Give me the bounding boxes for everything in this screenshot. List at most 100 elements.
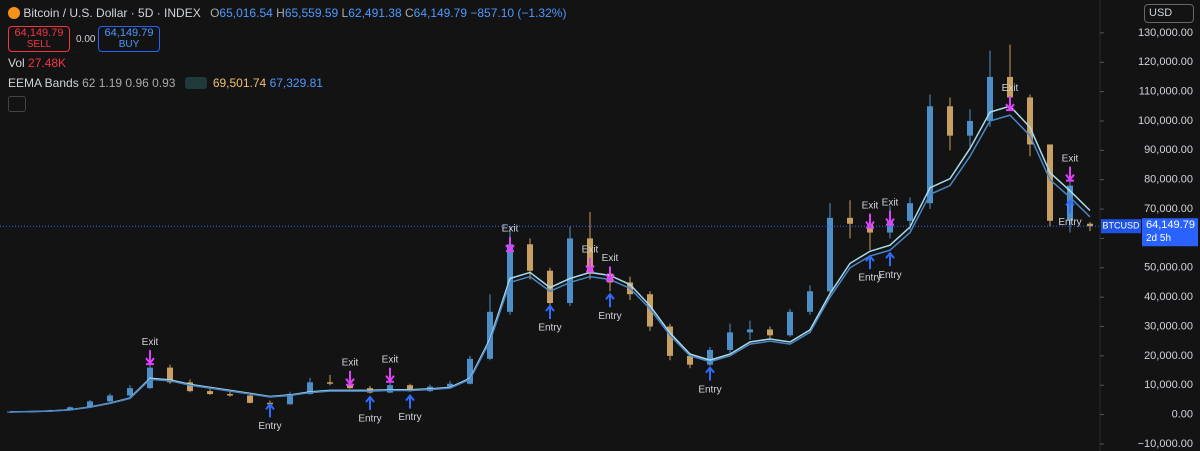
candle-body xyxy=(707,349,713,365)
sell-label: SELL xyxy=(26,39,52,50)
exit-arrow xyxy=(1005,96,1015,112)
ema-band xyxy=(9,114,1091,413)
candle-body xyxy=(387,385,393,393)
exit-label: Exit xyxy=(1062,153,1079,164)
candle-body xyxy=(207,391,213,395)
exit-label: Exit xyxy=(382,354,399,365)
exit-arrow xyxy=(385,367,395,383)
indicator-name: EEMA Bands xyxy=(8,76,79,90)
low-label: L xyxy=(341,6,349,20)
candle-body xyxy=(927,106,933,204)
exit-arrow xyxy=(585,257,595,273)
close: 64,149.79 xyxy=(413,6,468,20)
entry-arrow xyxy=(1065,198,1075,214)
entry-label: Entry xyxy=(598,311,621,322)
candle-body xyxy=(307,382,313,395)
high-label: H xyxy=(276,6,285,20)
candle-body xyxy=(167,367,173,383)
y-tick-label: 130,000.00 xyxy=(1138,27,1193,39)
indicator-legend: EEMA Bands 62 1.19 0.96 0.93 69,501.74 6… xyxy=(8,76,323,90)
entry-arrow xyxy=(365,395,375,411)
y-tick-label: 120,000.00 xyxy=(1138,56,1193,68)
candle-body xyxy=(247,395,253,403)
candle-body xyxy=(667,326,673,356)
candle-body xyxy=(987,76,993,121)
candle-body xyxy=(827,217,833,292)
symbol-label: BTCUSD xyxy=(1102,221,1140,231)
candle-body xyxy=(787,311,793,336)
exit-arrow xyxy=(885,210,895,226)
volume-legend: Vol 27.48K xyxy=(8,56,66,70)
indicator-lower: 67,329.81 xyxy=(269,76,323,90)
buy-label: BUY xyxy=(118,39,140,50)
candle-body xyxy=(767,329,773,336)
candle-body xyxy=(7,411,13,413)
y-tick-label: 100,000.00 xyxy=(1138,115,1193,127)
entry-arrow xyxy=(265,402,275,418)
entry-label: Entry xyxy=(698,384,721,395)
exit-label: Exit xyxy=(862,200,879,211)
header: Bitcoin / U.S. Dollar · 5D · INDEX O65,0… xyxy=(8,6,566,20)
candle-body xyxy=(467,358,473,384)
candle-body xyxy=(327,382,333,384)
candle-body xyxy=(687,355,693,365)
entry-arrow xyxy=(865,254,875,270)
candle-body xyxy=(527,244,533,271)
buy-price: 64,149.79 xyxy=(104,27,154,39)
candle-body xyxy=(907,203,913,221)
sell-button[interactable]: 64,149.79 SELL xyxy=(8,26,70,52)
open: 65,016.54 xyxy=(219,6,273,20)
exit-label: Exit xyxy=(342,357,359,368)
sell-price: 64,149.79 xyxy=(14,27,64,39)
candle-body xyxy=(127,388,133,396)
candle-body xyxy=(287,394,293,405)
y-tick-label: 90,000.00 xyxy=(1144,144,1193,156)
candle-body xyxy=(67,407,73,411)
indicator-icons[interactable] xyxy=(184,77,207,89)
entry-label: Entry xyxy=(258,421,281,432)
collapse-button[interactable] xyxy=(8,96,26,112)
candle-body xyxy=(567,238,573,304)
candle-body xyxy=(407,385,413,392)
countdown: 2d 5h xyxy=(1146,233,1171,244)
exit-arrow xyxy=(345,370,355,386)
y-tick-label: 110,000.00 xyxy=(1139,86,1193,98)
ema-band xyxy=(9,105,1091,413)
candle-body xyxy=(447,383,453,387)
high: 65,559.59 xyxy=(284,6,339,20)
price-tag xyxy=(1142,218,1198,247)
entry-label: Entry xyxy=(1058,217,1081,228)
candle-body xyxy=(727,332,733,350)
entry-arrow xyxy=(885,251,895,267)
candle-body xyxy=(747,329,753,333)
symbol-title: Bitcoin / U.S. Dollar · 5D · INDEX xyxy=(23,6,201,20)
buy-button[interactable]: 64,149.79 BUY xyxy=(98,26,160,52)
change: −857.10 (−1.32%) xyxy=(470,6,567,20)
exit-label: Exit xyxy=(1002,83,1019,94)
currency-select[interactable]: USD xyxy=(1144,4,1194,23)
candle-body xyxy=(1087,223,1093,227)
candle-body xyxy=(487,311,493,359)
exit-label: Exit xyxy=(502,224,519,235)
exit-label: Exit xyxy=(582,244,599,255)
candle-body xyxy=(647,294,653,327)
exit-label: Exit xyxy=(602,253,619,264)
indicator-upper: 69,501.74 xyxy=(212,76,267,90)
entry-arrow xyxy=(405,393,415,409)
entry-label: Entry xyxy=(878,270,901,281)
candle-body xyxy=(967,120,973,136)
symbol-tag xyxy=(1101,219,1141,234)
candle-body xyxy=(1007,76,1013,98)
entry-label: Entry xyxy=(398,412,421,423)
y-tick-label: 40,000.00 xyxy=(1144,291,1193,303)
candle-body xyxy=(87,401,93,408)
exit-arrow xyxy=(505,237,515,253)
candle-body xyxy=(807,291,813,312)
candle-body xyxy=(947,106,953,136)
volume-label: Vol xyxy=(8,56,25,70)
entry-arrow xyxy=(545,304,555,320)
candle-body xyxy=(887,220,893,233)
y-tick-label: 10,000.00 xyxy=(1144,379,1193,391)
